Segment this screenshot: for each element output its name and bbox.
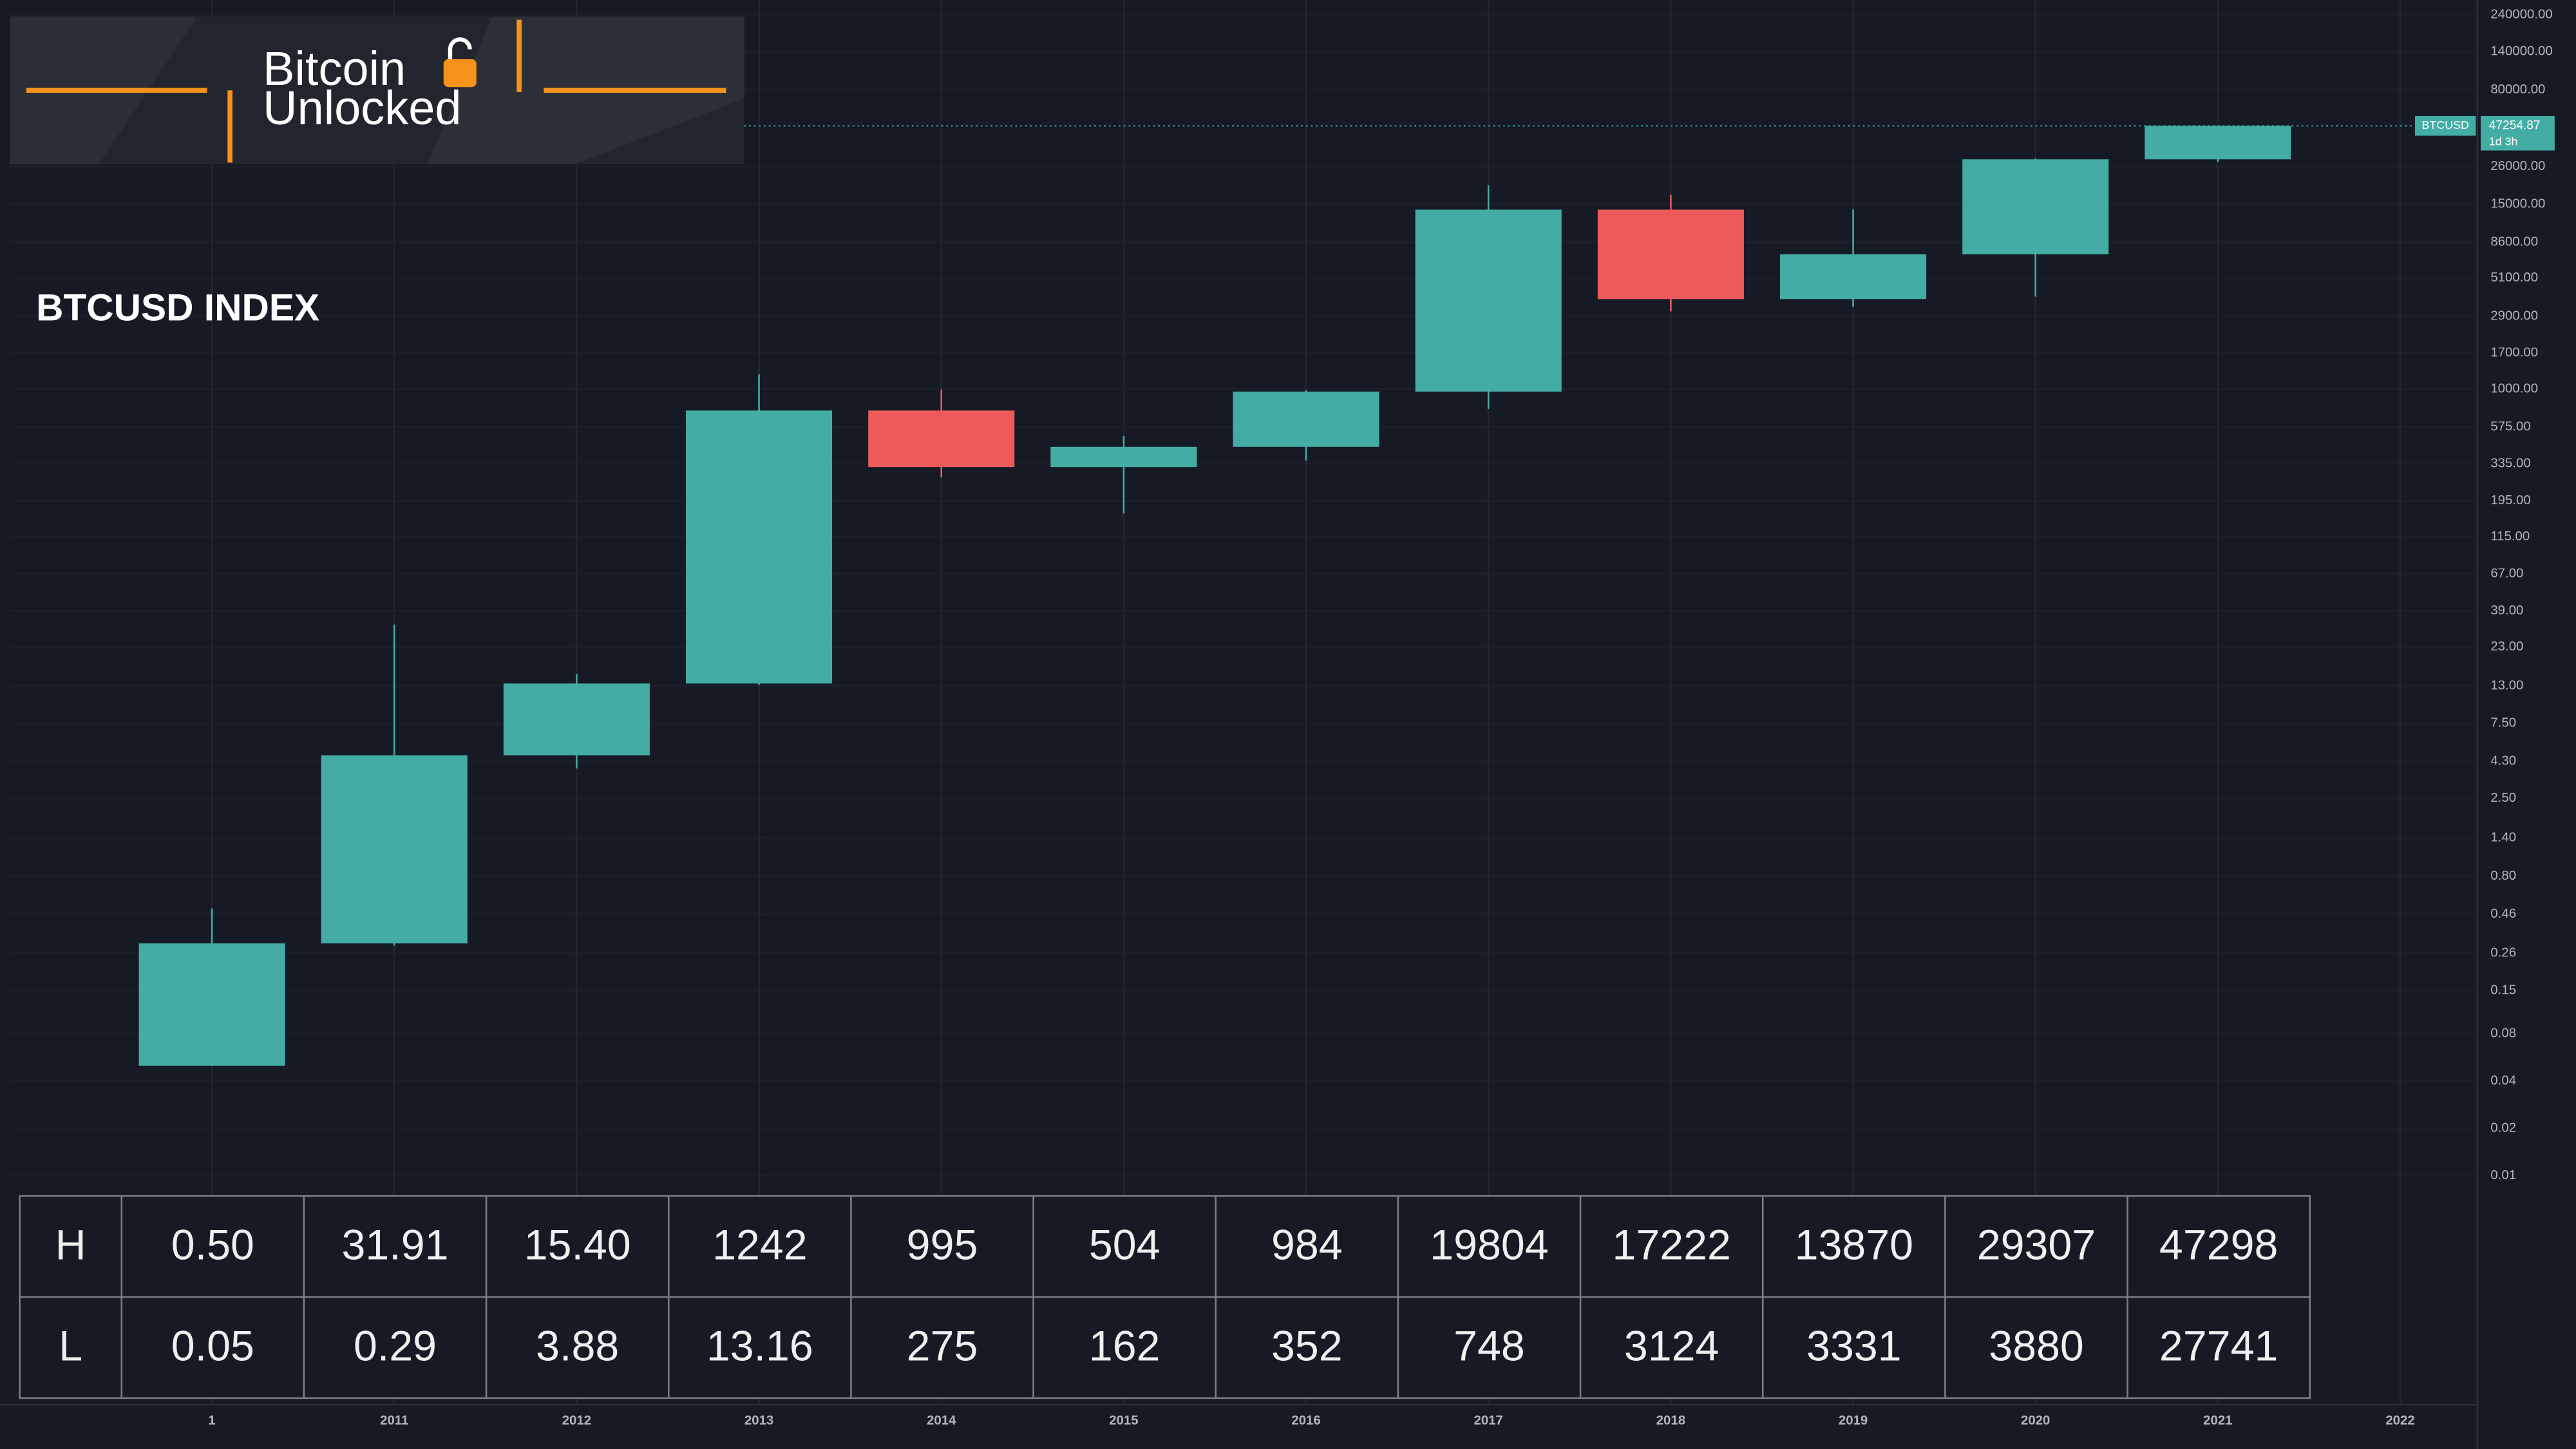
chart-title: BTCUSD INDEX bbox=[36, 287, 319, 329]
x-tick-label: 2017 bbox=[1474, 1414, 1503, 1428]
y-tick-label: 0.04 bbox=[2490, 1074, 2516, 1088]
y-tick-label: 13.00 bbox=[2490, 678, 2523, 692]
table-cell: 17222 bbox=[1612, 1222, 1730, 1269]
candle-body bbox=[1050, 446, 1197, 468]
y-tick-label: 80000.00 bbox=[2490, 82, 2545, 97]
y-tick-label: 195.00 bbox=[2490, 493, 2530, 507]
x-tick-label: 2014 bbox=[927, 1414, 956, 1428]
table-cell: 3124 bbox=[1624, 1323, 1719, 1370]
table-cell: 47298 bbox=[2159, 1222, 2278, 1269]
logo: Bitcoin Unlocked bbox=[10, 16, 744, 165]
candle-body bbox=[1597, 209, 1744, 299]
table-cell: 3331 bbox=[1806, 1323, 1902, 1370]
table-cell: 748 bbox=[1454, 1323, 1525, 1370]
y-tick-label: 0.26 bbox=[2490, 945, 2516, 960]
logo-lock-shackle bbox=[448, 37, 472, 59]
table-cell: 31.91 bbox=[342, 1222, 449, 1269]
candle-body bbox=[686, 410, 833, 684]
y-tick-label: 575.00 bbox=[2490, 419, 2530, 433]
symbol-label: BTCUSD bbox=[2422, 118, 2469, 131]
y-tick-label: 335.00 bbox=[2490, 457, 2530, 471]
table-cell: 352 bbox=[1271, 1323, 1343, 1370]
y-tick-label: 4.30 bbox=[2490, 754, 2516, 768]
table-cell: 13.16 bbox=[706, 1323, 813, 1370]
y-tick-label: 0.15 bbox=[2490, 983, 2516, 998]
logo-lock bbox=[443, 59, 477, 88]
price-axis-panel bbox=[2477, 0, 2576, 1449]
x-tick-label: 2015 bbox=[1109, 1414, 1138, 1428]
y-tick-label: 2.50 bbox=[2490, 791, 2516, 805]
candles bbox=[138, 126, 2291, 1066]
y-tick-label: 5100.00 bbox=[2490, 270, 2538, 285]
y-tick-label: 2900.00 bbox=[2490, 309, 2538, 323]
price-label: 47254.87 bbox=[2489, 118, 2541, 132]
table-cell: 0.05 bbox=[171, 1323, 254, 1370]
table-cell: 0.29 bbox=[354, 1323, 437, 1370]
table-cell: 162 bbox=[1089, 1323, 1160, 1370]
x-tick-label: 2013 bbox=[744, 1414, 773, 1428]
countdown-label: 1d 3h bbox=[2489, 135, 2518, 148]
y-tick-label: 140000.00 bbox=[2490, 44, 2552, 59]
y-tick-label: 240000.00 bbox=[2490, 7, 2552, 21]
table-cell: 3880 bbox=[1989, 1323, 2084, 1370]
y-tick-label: 8600.00 bbox=[2490, 234, 2538, 249]
y-tick-label: 115.00 bbox=[2490, 529, 2530, 544]
table-cell: 504 bbox=[1089, 1222, 1160, 1269]
table-cell: 29307 bbox=[1977, 1222, 2096, 1269]
x-tick-label: 2018 bbox=[1656, 1414, 1685, 1428]
x-tick-label: 2021 bbox=[2203, 1414, 2232, 1428]
table-cell: 13870 bbox=[1795, 1222, 1913, 1269]
data-table: H L 0.50 31.91 15.40 1242 995 504 984 19804 17222 1… bbox=[19, 1195, 2311, 1399]
y-tick-label: 1000.00 bbox=[2490, 382, 2538, 396]
candle-body bbox=[1780, 254, 1927, 299]
x-tick-label: 2020 bbox=[2021, 1414, 2050, 1428]
y-tick-label: 7.50 bbox=[2490, 716, 2516, 730]
price-label-bg bbox=[2481, 116, 2555, 151]
logo-text: Bitcoin bbox=[263, 42, 406, 95]
y-tick-label: 67.00 bbox=[2490, 566, 2523, 580]
table-cell: 1242 bbox=[712, 1222, 808, 1269]
x-tick-label: 2019 bbox=[1839, 1414, 1868, 1428]
symbol-label-bg bbox=[2415, 116, 2476, 136]
table-row-label: L bbox=[59, 1323, 82, 1370]
x-tick-label: 2022 bbox=[2385, 1414, 2414, 1428]
candle-body bbox=[1233, 392, 1379, 447]
logo-text: Unlocked bbox=[263, 81, 461, 135]
table-cell: 0.50 bbox=[171, 1222, 254, 1269]
x-tick-label: 2012 bbox=[562, 1414, 591, 1428]
y-tick-label: 39.00 bbox=[2490, 603, 2523, 618]
x-tick-label: 2011 bbox=[380, 1414, 408, 1428]
y-tick-label: 0.02 bbox=[2490, 1121, 2516, 1135]
table-cell: 15.40 bbox=[524, 1222, 631, 1269]
table-cell: 27741 bbox=[2159, 1323, 2278, 1370]
table-row-label: H bbox=[55, 1222, 86, 1269]
candle-body bbox=[503, 683, 650, 755]
table-cell: 995 bbox=[907, 1222, 978, 1269]
candle-body bbox=[868, 410, 1015, 468]
x-tick-label: 2016 bbox=[1291, 1414, 1320, 1428]
x-tick-label: 1 bbox=[208, 1414, 215, 1428]
y-tick-label: 23.00 bbox=[2490, 639, 2523, 654]
y-tick-label: 1700.00 bbox=[2490, 345, 2538, 359]
y-tick-label: 0.80 bbox=[2490, 869, 2516, 883]
y-tick-label: 26000.00 bbox=[2490, 159, 2545, 173]
table-cell: 984 bbox=[1271, 1222, 1343, 1269]
y-tick-label: 0.46 bbox=[2490, 907, 2516, 921]
table-cell: 275 bbox=[907, 1323, 978, 1370]
candle-body bbox=[138, 943, 285, 1066]
y-tick-label: 0.01 bbox=[2490, 1168, 2516, 1182]
table-cell: 19804 bbox=[1430, 1222, 1548, 1269]
candle-body bbox=[321, 755, 468, 943]
candle-body bbox=[2145, 126, 2291, 160]
y-tick-label: 1.40 bbox=[2490, 831, 2516, 845]
table-cell: 3.88 bbox=[536, 1323, 619, 1370]
y-tick-label: 15000.00 bbox=[2490, 196, 2545, 211]
candle-body bbox=[1415, 209, 1562, 392]
candle-body bbox=[1962, 159, 2109, 254]
y-tick-label: 0.08 bbox=[2490, 1026, 2516, 1040]
